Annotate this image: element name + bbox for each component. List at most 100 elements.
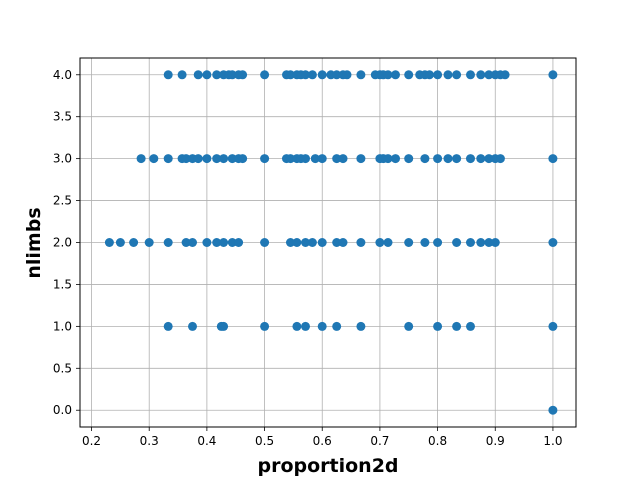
scatter-point bbox=[356, 238, 366, 247]
scatter-point bbox=[260, 238, 270, 247]
scatter-point bbox=[466, 238, 475, 247]
scatter-point bbox=[163, 70, 173, 80]
scatter-point bbox=[317, 321, 327, 331]
scatter-point bbox=[391, 154, 400, 164]
scatter-point bbox=[548, 238, 558, 247]
scatter-point bbox=[202, 70, 212, 80]
scatter-point bbox=[193, 70, 203, 80]
scatter-point bbox=[260, 321, 270, 331]
scatter-point bbox=[476, 154, 486, 164]
scatter-point bbox=[212, 238, 222, 247]
scatter-point bbox=[466, 154, 475, 164]
y-tick-label: 2.5 bbox=[53, 194, 72, 208]
scatter-point bbox=[404, 154, 414, 164]
x-tick-label: 0.7 bbox=[370, 434, 389, 448]
scatter-point bbox=[219, 238, 229, 247]
scatter-point bbox=[307, 238, 317, 247]
scatter-point bbox=[301, 154, 310, 164]
scatter-point bbox=[495, 154, 505, 164]
x-tick-label: 0.8 bbox=[428, 434, 447, 448]
scatter-point bbox=[307, 70, 317, 80]
scatter-point bbox=[136, 154, 146, 164]
scatter-point bbox=[286, 154, 295, 164]
scatter-point bbox=[342, 70, 352, 80]
scatter-point bbox=[332, 154, 342, 164]
scatter-point bbox=[391, 70, 400, 80]
scatter-point bbox=[466, 321, 475, 331]
scatter-point bbox=[452, 238, 462, 247]
scatter-point bbox=[219, 154, 229, 164]
scatter-point bbox=[317, 70, 327, 80]
scatter-point bbox=[227, 70, 237, 80]
scatter-point bbox=[338, 154, 348, 164]
scatter-point bbox=[234, 238, 244, 247]
scatter-point bbox=[238, 154, 248, 164]
y-tick-label: 4.0 bbox=[53, 68, 72, 82]
x-tick-label: 0.2 bbox=[82, 434, 101, 448]
scatter-point bbox=[383, 238, 393, 247]
scatter-point bbox=[163, 321, 173, 331]
scatter-point bbox=[443, 70, 453, 80]
scatter-point bbox=[338, 238, 348, 247]
grid-layer bbox=[80, 58, 576, 427]
scatter-point bbox=[433, 321, 443, 331]
scatter-point bbox=[548, 154, 558, 164]
scatter-point bbox=[260, 154, 270, 164]
scatter-point bbox=[466, 70, 475, 80]
y-tick-label: 0.5 bbox=[53, 361, 72, 375]
scatter-point bbox=[188, 238, 197, 247]
scatter-point bbox=[443, 154, 453, 164]
y-axis-label: nlimbs bbox=[23, 207, 45, 278]
scatter-point bbox=[181, 238, 191, 247]
scatter-point bbox=[356, 321, 366, 331]
y-tick-label: 2.0 bbox=[53, 236, 72, 250]
scatter-point bbox=[193, 154, 203, 164]
scatter-point bbox=[144, 238, 154, 247]
points-layer bbox=[104, 70, 558, 415]
scatter-point bbox=[425, 70, 434, 80]
scatter-point bbox=[212, 70, 222, 80]
scatter-point bbox=[404, 70, 414, 80]
scatter-point bbox=[356, 70, 366, 80]
scatter-point bbox=[292, 321, 302, 331]
scatter-point bbox=[420, 238, 430, 247]
scatter-point bbox=[301, 321, 310, 331]
scatter-point bbox=[548, 405, 558, 415]
x-tick-label: 0.5 bbox=[255, 434, 274, 448]
scatter-point bbox=[115, 238, 125, 247]
scatter-point bbox=[163, 154, 173, 164]
y-tick-label: 3.0 bbox=[53, 152, 72, 166]
y-tick-label: 1.5 bbox=[53, 277, 72, 291]
scatter-point bbox=[238, 70, 248, 80]
scatter-point bbox=[433, 154, 443, 164]
x-axis-ticks: 0.2 0.3 0.4 0.5 0.6 0.7 0.8 0.9 1.0 bbox=[82, 427, 562, 448]
x-axis-label: proportion2d bbox=[257, 455, 398, 477]
scatter-point bbox=[452, 321, 462, 331]
scatter-point bbox=[548, 70, 558, 80]
scatter-point bbox=[404, 321, 414, 331]
scatter-point bbox=[404, 238, 414, 247]
scatter-point bbox=[149, 154, 159, 164]
scatter-point bbox=[548, 321, 558, 331]
scatter-point bbox=[433, 238, 443, 247]
scatter-point bbox=[188, 321, 197, 331]
scatter-point bbox=[476, 70, 486, 80]
scatter-point bbox=[452, 70, 462, 80]
scatter-point bbox=[202, 238, 212, 247]
scatter-point bbox=[420, 154, 430, 164]
scatter-point bbox=[433, 70, 443, 80]
scatter-point bbox=[317, 154, 327, 164]
scatter-point bbox=[301, 70, 310, 80]
x-tick-label: 0.9 bbox=[486, 434, 505, 448]
scatter-point bbox=[383, 70, 393, 80]
scatter-point bbox=[104, 238, 114, 247]
scatter-point bbox=[383, 154, 393, 164]
scatter-point bbox=[356, 154, 366, 164]
scatter-point bbox=[332, 70, 342, 80]
y-tick-label: 0.0 bbox=[53, 403, 72, 417]
scatter-point bbox=[500, 70, 510, 80]
x-tick-label: 1.0 bbox=[543, 434, 562, 448]
scatter-point bbox=[452, 154, 462, 164]
scatter-point bbox=[484, 238, 494, 247]
